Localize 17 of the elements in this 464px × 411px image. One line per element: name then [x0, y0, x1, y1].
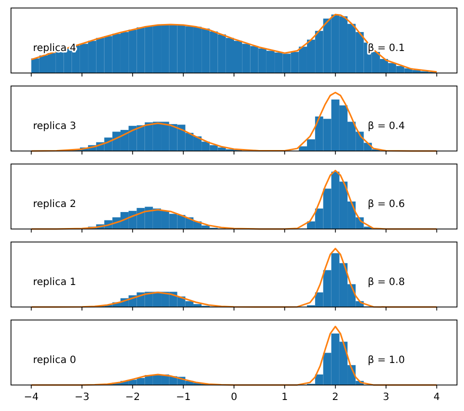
annotation: replica 1	[33, 276, 76, 288]
annotation: β = 0.4	[368, 120, 405, 132]
annotation: β = 0.8	[368, 276, 405, 288]
x-tick-label: −1	[176, 392, 191, 403]
x-tick-label: −3	[74, 392, 90, 403]
annotation: replica 2	[33, 198, 76, 210]
x-tick-label: 3	[382, 392, 390, 403]
x-tick-label: 2	[332, 392, 339, 403]
annotation: replica 3	[33, 120, 76, 132]
x-tick-label: −2	[125, 392, 140, 403]
annotation: replica 0	[33, 354, 76, 366]
x-tick-label: 0	[230, 392, 238, 403]
x-tick-label: 4	[434, 392, 440, 403]
annotation: β = 1.0	[368, 354, 405, 366]
x-tick-label: 1	[281, 392, 288, 403]
x-tick-label: −4	[24, 392, 39, 403]
annotation: β = 0.6	[368, 198, 405, 210]
